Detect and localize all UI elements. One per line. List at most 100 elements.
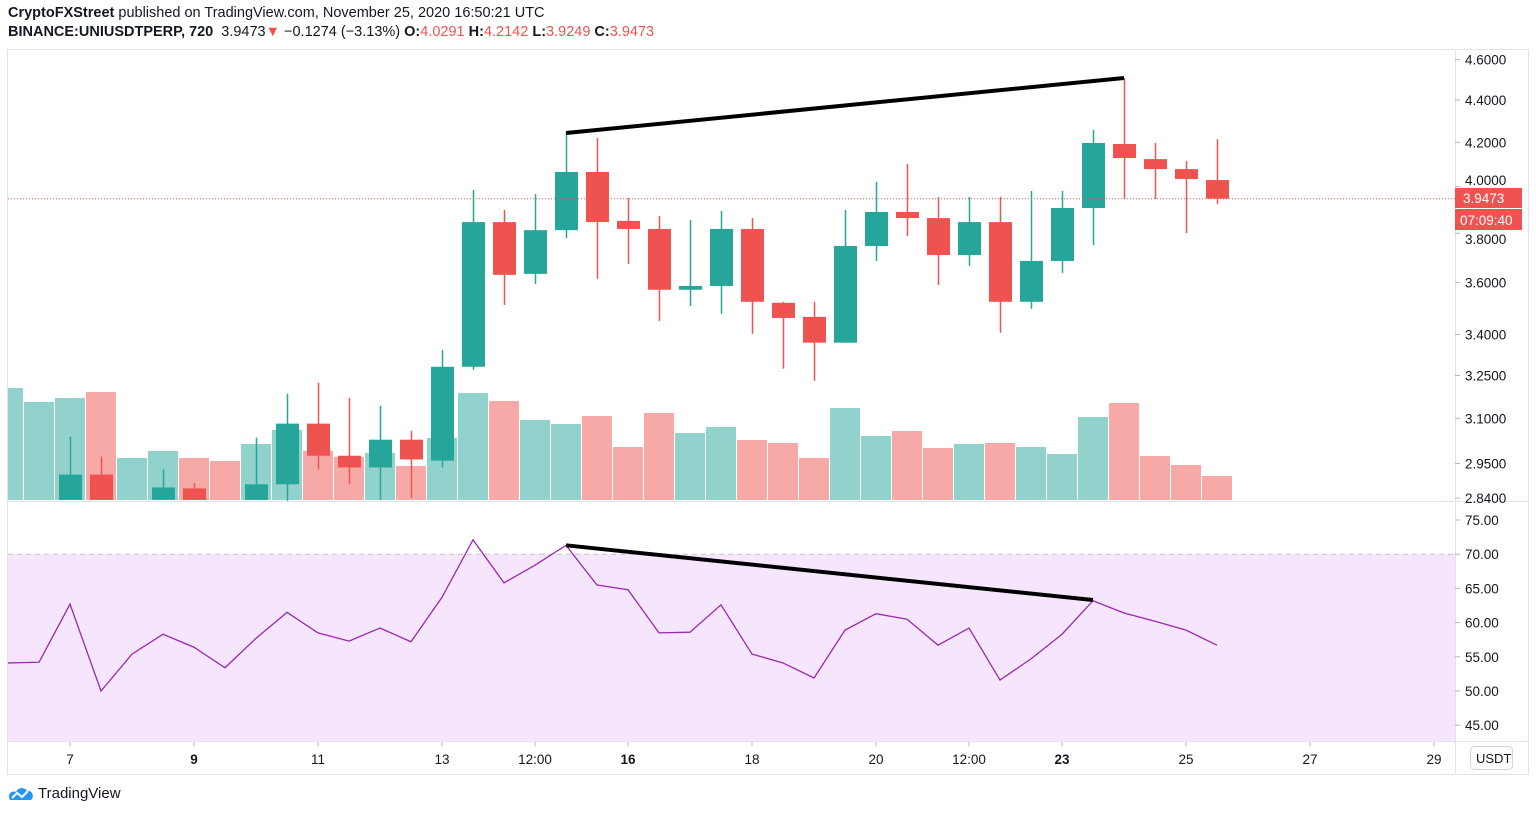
candle <box>1113 77 1136 199</box>
candle-body <box>989 222 1012 302</box>
volume-bar <box>830 408 860 500</box>
open-value: 4.0291 <box>420 24 465 40</box>
rsi-tick-label: 45.00 <box>1465 718 1499 733</box>
price-trendline <box>565 75 1125 136</box>
candle <box>865 181 888 261</box>
volume-bar <box>24 402 54 500</box>
price-change: −0.1274 (−3.13%) <box>284 24 401 40</box>
volume-bar <box>582 416 612 500</box>
currency-button[interactable] <box>1470 746 1513 770</box>
price-tick-label: 3.2500 <box>1465 368 1506 383</box>
author-name[interactable]: CryptoFXStreet <box>8 5 115 21</box>
candle-body <box>927 218 950 256</box>
candle-body <box>679 285 702 290</box>
tradingview-logo-text: TradingView <box>38 785 121 802</box>
candle-body <box>245 484 268 500</box>
rsi-band <box>8 554 1455 741</box>
volume-bar <box>489 401 519 500</box>
candle <box>1082 130 1105 246</box>
volume-bar <box>1109 403 1139 500</box>
candle-body <box>1020 260 1043 302</box>
volume-bar <box>551 424 581 500</box>
symbol-name: BINANCE:UNIUSDTPERP, 720 <box>8 24 214 40</box>
candle <box>462 190 485 370</box>
price-tick-label: 4.4000 <box>1465 93 1506 108</box>
rsi-tick-label: 50.00 <box>1465 684 1499 699</box>
time-tick-label: 12:00 <box>518 752 552 767</box>
candle-body <box>431 366 454 461</box>
candle-body <box>400 439 423 460</box>
candle-body <box>90 474 113 500</box>
high-label: H: <box>468 24 484 40</box>
time-tick-label: 23 <box>1054 752 1070 767</box>
candle <box>152 469 175 500</box>
candle-body <box>648 228 671 290</box>
volume-bar <box>1078 417 1108 500</box>
candle <box>276 393 299 501</box>
close-label: C: <box>594 24 610 40</box>
price-tick-label: 4.6000 <box>1465 53 1506 68</box>
candle <box>183 483 206 500</box>
volume-bar <box>1140 456 1170 500</box>
price-axis[interactable]: 4.6000 4.4000 4.2000 4.0000 3.8000 3.6000 3.40… <box>1455 53 1506 506</box>
price-labels: 3.9473 07:09:40 USDT <box>1455 188 1522 770</box>
trendlines[interactable] <box>565 75 1125 603</box>
time-tick-label: 13 <box>434 752 449 767</box>
volume-bar <box>892 431 922 500</box>
candle <box>1020 190 1043 309</box>
candle <box>555 133 578 239</box>
candle-body <box>183 488 206 500</box>
volume-bars <box>8 388 1232 500</box>
candle-body <box>1051 208 1074 261</box>
volume-bar <box>1202 476 1232 500</box>
candle-body <box>276 423 299 485</box>
candle <box>772 301 795 369</box>
candle-body <box>59 474 82 500</box>
volume-bar <box>1016 447 1046 500</box>
candle <box>803 301 826 381</box>
open-label: O: <box>404 24 421 40</box>
close-value: 3.9473 <box>609 24 655 40</box>
time-tick-label: 20 <box>868 752 883 767</box>
candle-body <box>152 487 175 500</box>
rsi-pane <box>8 538 1455 741</box>
candle <box>586 137 609 279</box>
rsi-axis[interactable]: 75.00 70.00 65.00 60.00 55.00 50.00 45.00 <box>1455 513 1499 733</box>
low-label: L: <box>532 24 547 40</box>
volume-bar <box>737 440 767 500</box>
time-tick-label: 12:00 <box>952 752 986 767</box>
volume-bar <box>768 443 798 500</box>
candle-body <box>586 171 609 223</box>
high-value: 4.2142 <box>483 24 529 40</box>
volume-bar <box>923 448 953 500</box>
time-axis[interactable]: 7 9 11 13 12:00 16 18 20 12:00 23 25 27 29 <box>66 742 1442 767</box>
volume-bar <box>520 420 550 500</box>
candle-body <box>803 316 826 343</box>
volume-bar <box>458 393 488 500</box>
volume-bar <box>210 461 240 500</box>
candle <box>400 430 423 498</box>
rsi-tick-label: 65.00 <box>1465 581 1499 596</box>
candle <box>245 437 268 500</box>
candle <box>90 456 113 500</box>
time-tick-label: 25 <box>1178 752 1193 767</box>
price-tick-label: 2.8400 <box>1465 491 1506 506</box>
volume-bar <box>1171 465 1201 500</box>
candle <box>59 436 82 500</box>
price-tick-label: 3.4000 <box>1465 327 1506 342</box>
candle <box>1144 142 1167 199</box>
candle-body <box>1175 169 1198 179</box>
last-price-label: 3.9473 <box>1463 191 1504 206</box>
tradingview-logo-icon <box>8 787 33 800</box>
time-tick-label: 9 <box>190 752 198 767</box>
price-tick-label: 4.2000 <box>1465 135 1506 150</box>
candle <box>989 196 1012 333</box>
volume-bar <box>644 413 674 500</box>
candle-body <box>1082 142 1105 209</box>
volume-bar <box>706 427 736 500</box>
currency-button-label[interactable]: USDT <box>1476 751 1511 766</box>
volume-bar <box>8 388 23 500</box>
tradingview-logo[interactable]: TradingView <box>8 785 121 802</box>
countdown-box <box>1455 209 1522 230</box>
